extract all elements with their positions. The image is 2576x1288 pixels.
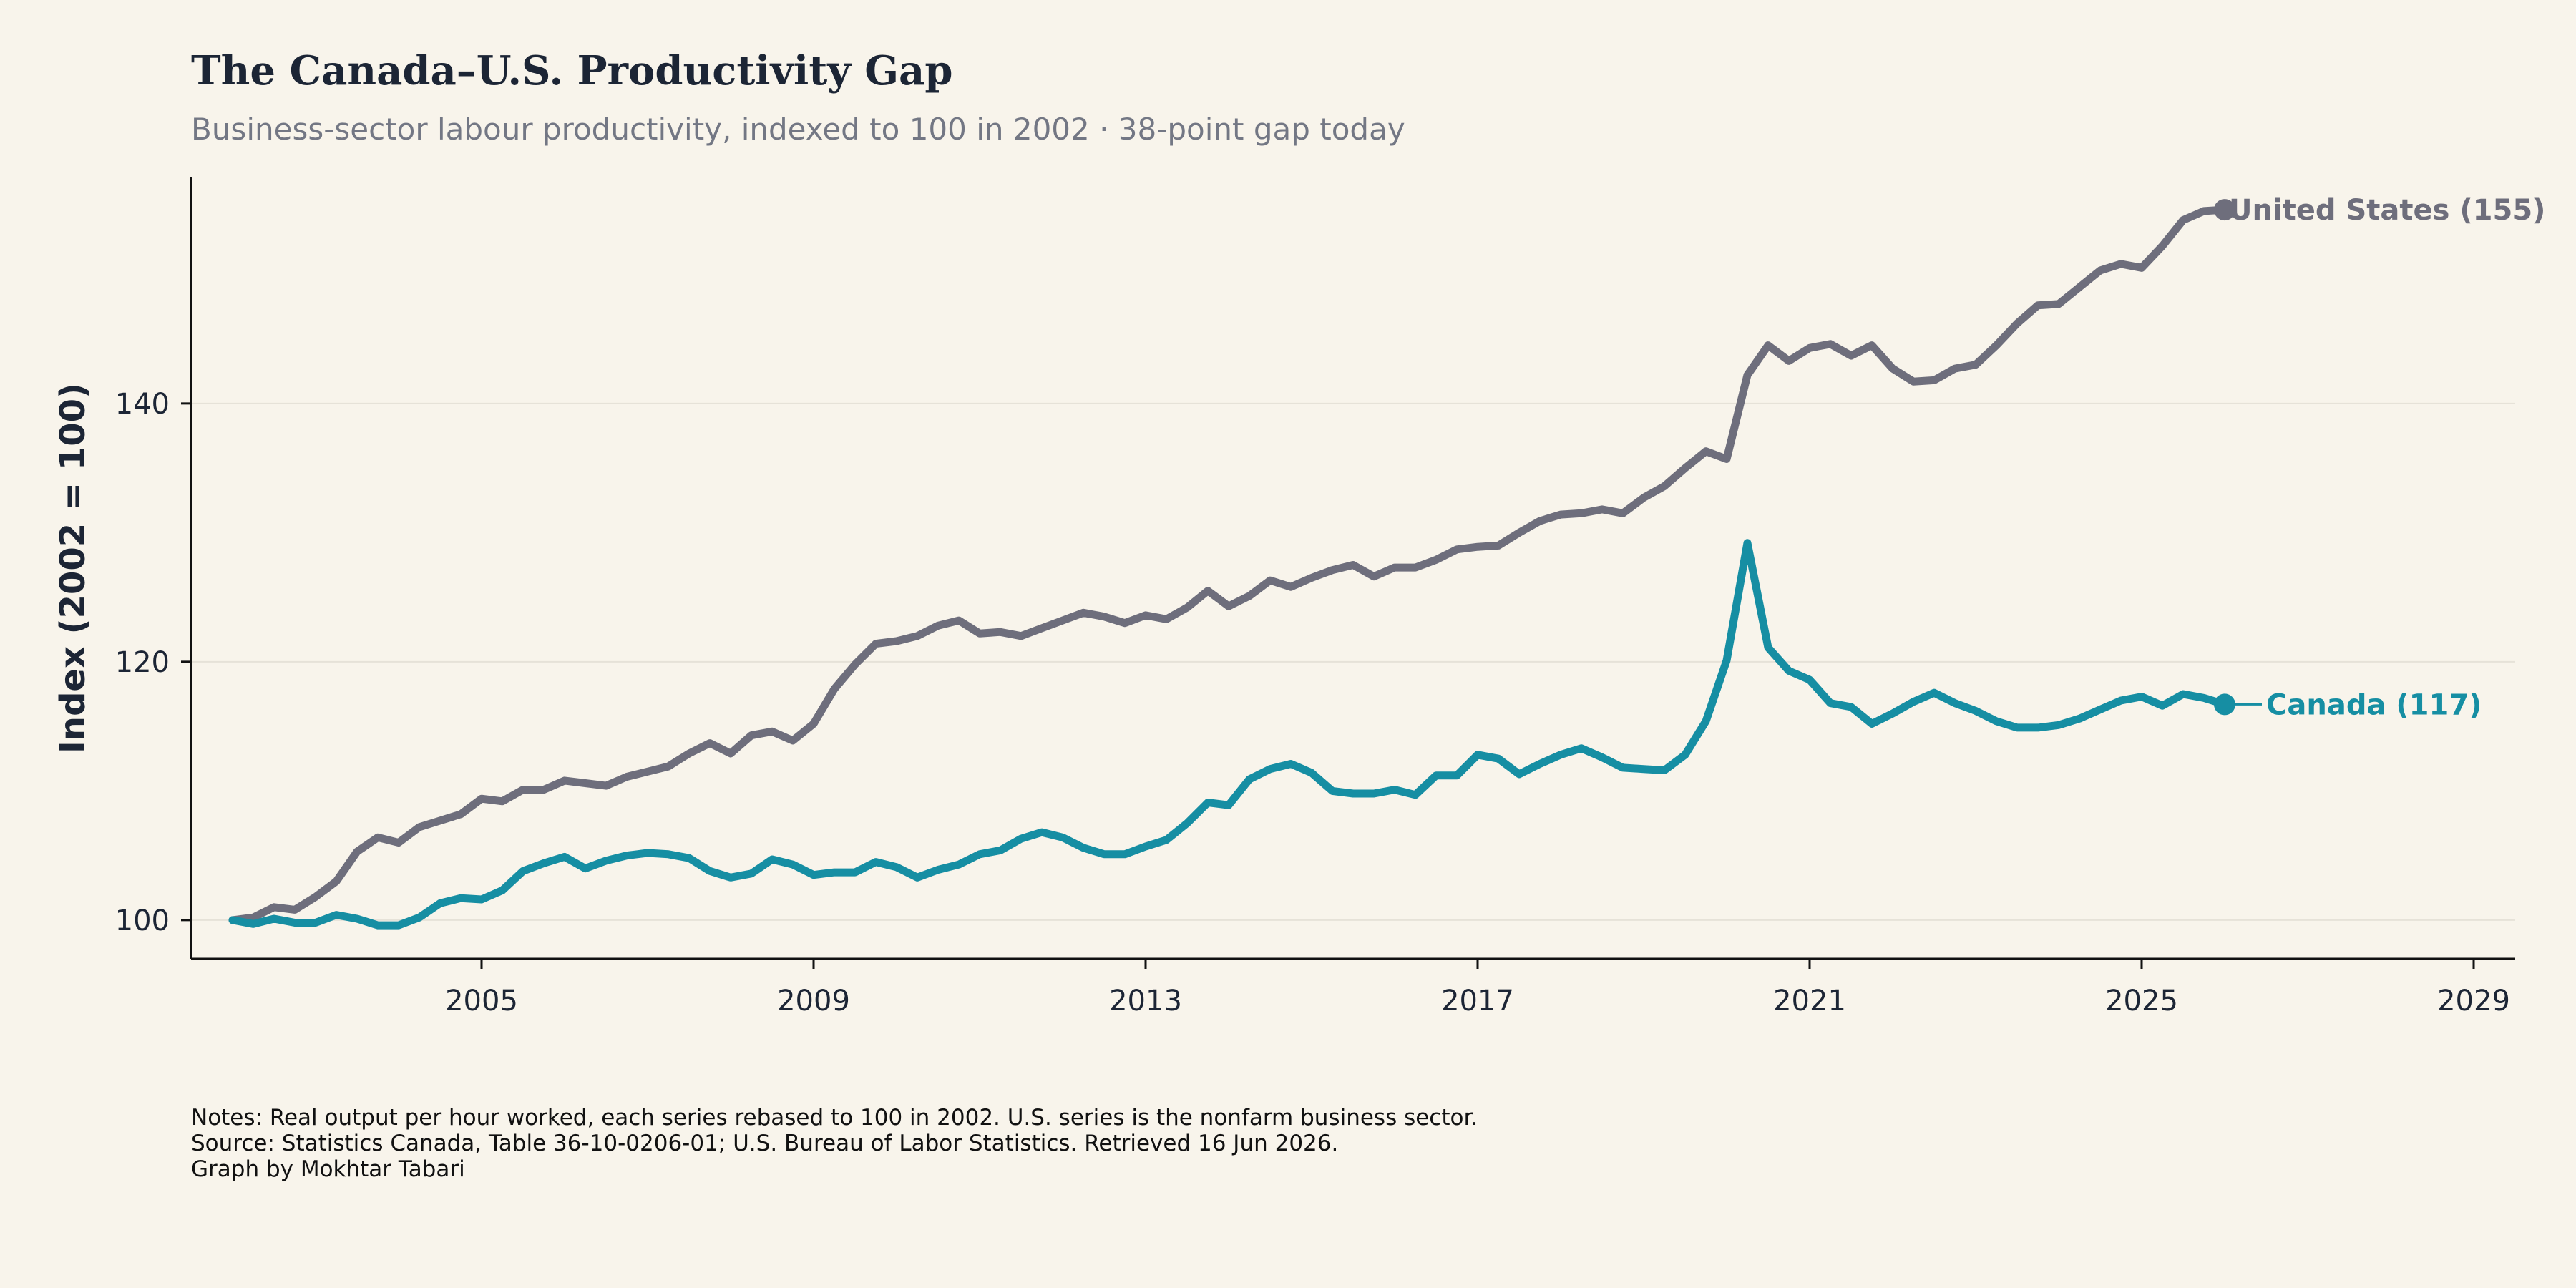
x-tick-label: 2029 <box>2437 985 2510 1018</box>
series-label-canada: Canada (117) <box>2266 688 2482 721</box>
x-tick-label: 2013 <box>1109 985 1182 1018</box>
y-tick-label: 120 <box>115 646 170 679</box>
endpoint-marker-canada <box>2214 693 2235 716</box>
x-tick-label: 2025 <box>2105 985 2178 1018</box>
footer-credit: Graph by Mokhtar Tabari <box>191 1156 465 1182</box>
chart-subtitle: Business-sector labour productivity, ind… <box>191 112 1405 147</box>
x-tick-label: 2017 <box>1441 985 1514 1018</box>
y-tick-label: 140 <box>115 388 170 421</box>
y-axis-label: Index (2002 = 100) <box>53 383 93 753</box>
chart-footer: Notes: Real output per hour worked, each… <box>191 1105 1478 1182</box>
chart-title: The Canada–U.S. Productivity Gap <box>191 47 953 94</box>
footer-source: Source: Statistics Canada, Table 36-10-0… <box>191 1131 1339 1156</box>
footer-notes: Notes: Real output per hour worked, each… <box>191 1105 1478 1131</box>
series-line-us <box>228 205 2229 924</box>
x-tick-label: 2005 <box>445 985 518 1018</box>
x-tick-label: 2021 <box>1773 985 1846 1018</box>
series-label-us: United States (155) <box>2229 194 2545 227</box>
endpoint-marker-us <box>2214 199 2235 221</box>
x-tick-label: 2009 <box>777 985 850 1018</box>
series-line-canada <box>228 539 2229 930</box>
y-tick-label: 100 <box>115 904 170 937</box>
